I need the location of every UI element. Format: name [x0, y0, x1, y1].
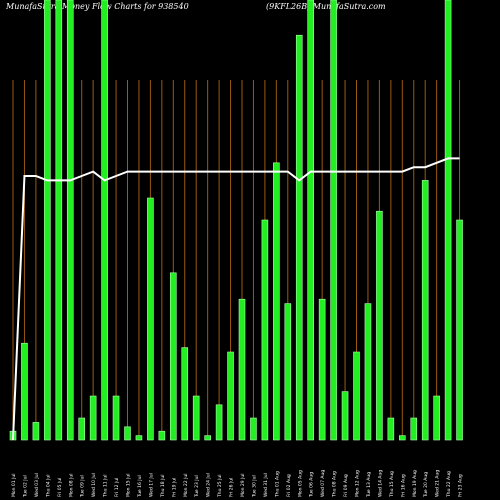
- x-tick-label: Thu 15 Aug: [389, 471, 395, 498]
- x-tick-label: Tue 09 Jul: [80, 475, 86, 498]
- bar: [227, 351, 234, 441]
- bar: [410, 417, 418, 441]
- x-tick-label: Thu 18 Jul: [160, 475, 166, 498]
- bar: [353, 351, 360, 441]
- x-tick-label: Wed 14 Aug: [377, 470, 383, 497]
- x-tick-label: Tue 20 Aug: [423, 472, 429, 498]
- bar: [55, 0, 63, 441]
- bar: [295, 34, 303, 441]
- bar: [147, 197, 154, 441]
- x-tick-label: Fri 02 Aug: [286, 474, 292, 497]
- bar: [89, 395, 97, 441]
- x-tick-label: Thu 25 Jul: [217, 475, 223, 498]
- x-tick-label: Tue 16 Jul: [137, 475, 143, 498]
- bar: [181, 347, 189, 441]
- bar: [421, 180, 429, 441]
- bar: [250, 417, 257, 441]
- x-tick-label: Mon 01 Jul: [11, 473, 17, 497]
- bar: [44, 0, 51, 441]
- bar: [318, 298, 326, 441]
- bar: [101, 0, 108, 441]
- x-tick-label: Wed 21 Aug: [435, 470, 441, 497]
- x-tick-label: Fri 19 Jul: [171, 478, 177, 497]
- bar: [444, 0, 452, 441]
- bar: [330, 0, 337, 441]
- x-tick-label: Mon 08 Jul: [68, 473, 74, 497]
- bar: [398, 435, 406, 441]
- x-tick-label: Wed 24 Jul: [206, 473, 212, 497]
- bar: [66, 0, 74, 441]
- x-tick-label: Tue 06 Aug: [309, 472, 315, 498]
- bar: [433, 395, 440, 441]
- x-tick-label: Wed 17 Jul: [148, 473, 154, 497]
- x-tick-label: Fri 23 Aug: [458, 474, 464, 497]
- x-tick-label: Mon 29 Jul: [240, 473, 246, 497]
- x-tick-label: Fri 12 Jul: [114, 478, 120, 497]
- bar: [238, 298, 246, 441]
- x-tick-label: Thu 08 Aug: [332, 471, 338, 498]
- x-tick-label: Wed 07 Aug: [320, 470, 326, 497]
- bar: [376, 210, 383, 441]
- x-tick-label: Thu 11 Jul: [103, 475, 109, 498]
- bar: [273, 162, 280, 441]
- x-tick-label: Fri 05 Jul: [57, 478, 63, 497]
- bar: [215, 404, 223, 441]
- x-axis-labels: Mon 01 Jul Tue 02 Jul Wed 03 Jul Thu 04 Jul…: [11, 470, 464, 498]
- x-tick-label: Thu 01 Aug: [274, 471, 280, 498]
- x-tick-label: Mon 19 Aug: [412, 470, 418, 497]
- money-flow-line: [12, 157, 460, 441]
- bar: [204, 435, 211, 441]
- x-tick-label: Fri 16 Aug: [400, 474, 406, 497]
- bar: [170, 272, 177, 441]
- bar: [456, 219, 463, 441]
- bar: [261, 219, 269, 441]
- x-tick-label: Wed 03 Jul: [34, 473, 40, 497]
- x-tick-label: Thu 04 Jul: [45, 475, 51, 498]
- bar: [135, 435, 143, 441]
- x-tick-label: Tue 02 Jul: [22, 475, 28, 498]
- bar: [158, 430, 166, 441]
- x-tick-label: Mon 22 Jul: [183, 473, 189, 497]
- bar: [307, 0, 315, 441]
- x-tick-label: Mon 05 Aug: [297, 470, 303, 497]
- x-tick-label: Tue 23 Jul: [194, 475, 200, 498]
- bar: [387, 417, 395, 441]
- bar: [124, 426, 131, 441]
- bar: [341, 391, 349, 441]
- bar: [112, 395, 120, 441]
- x-tick-label: Tue 30 Jul: [251, 475, 257, 498]
- x-tick-label: Fri 26 Jul: [229, 478, 235, 497]
- bar: [364, 303, 372, 441]
- x-tick-label: Mon 15 Jul: [126, 473, 132, 497]
- bar: [21, 342, 28, 441]
- bar: [32, 422, 40, 441]
- bar: [78, 417, 85, 441]
- x-tick-label: Fri 09 Aug: [343, 474, 349, 497]
- bar-series: [9, 0, 463, 441]
- chart-title: MunafaSutra Money Flow Charts for 938540: [6, 2, 189, 11]
- x-tick-label: Wed 10 Jul: [91, 473, 97, 497]
- x-tick-label: Mon 12 Aug: [355, 470, 361, 497]
- x-tick-label: Tue 13 Aug: [366, 472, 372, 498]
- grid: [12, 80, 461, 440]
- x-tick-label: Thu 22 Aug: [446, 471, 452, 498]
- chart-source: (9KFL26B) MunafaSutra.com: [266, 2, 386, 11]
- bar: [192, 395, 200, 441]
- bar: [284, 303, 292, 441]
- x-tick-label: Wed 31 Jul: [263, 473, 269, 497]
